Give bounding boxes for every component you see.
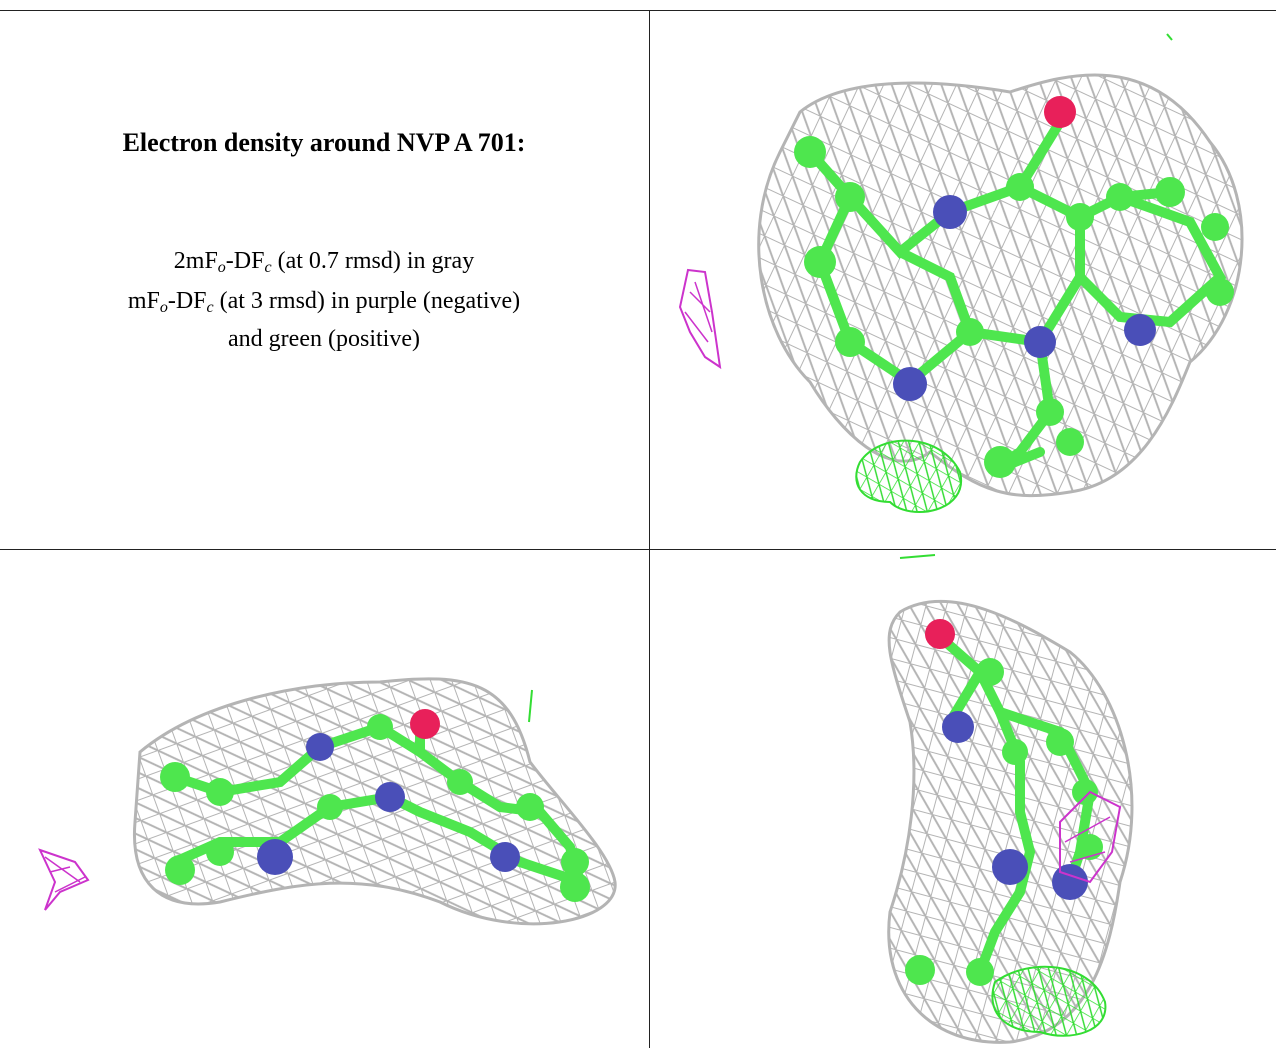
- molecule-atoms: [794, 96, 1234, 478]
- density-mesh-gray: [887, 599, 1134, 1044]
- density-view-side: [0, 552, 648, 1048]
- density-view-end: [650, 552, 1276, 1048]
- density-mesh-gray: [757, 73, 1244, 498]
- caption-line-2: mFo-DFc (at 3 rmsd) in purple (negative): [127, 288, 521, 316]
- table-border-top: [0, 10, 1276, 11]
- table-divider-vertical: [649, 10, 650, 1048]
- caption-line-3: and green (positive): [228, 326, 420, 352]
- density-positive-green: [855, 439, 963, 513]
- molecule-atoms: [905, 619, 1103, 986]
- density-negative-purple: [678, 268, 722, 370]
- caption-title: Electron density around NVP A 701:: [122, 128, 526, 157]
- caption-cell: Electron density around NVP A 701: 2mFo-…: [0, 0, 648, 548]
- density-negative-purple: [1059, 790, 1122, 884]
- density-negative-purple: [38, 848, 90, 911]
- density-positive-green: [991, 965, 1107, 1037]
- table-divider-horizontal: [0, 549, 1276, 550]
- molecule-atoms: [160, 709, 590, 902]
- density-view-top: [650, 12, 1276, 548]
- caption-line-1: 2mFo-DFc (at 0.7 rmsd) in gray: [173, 248, 475, 276]
